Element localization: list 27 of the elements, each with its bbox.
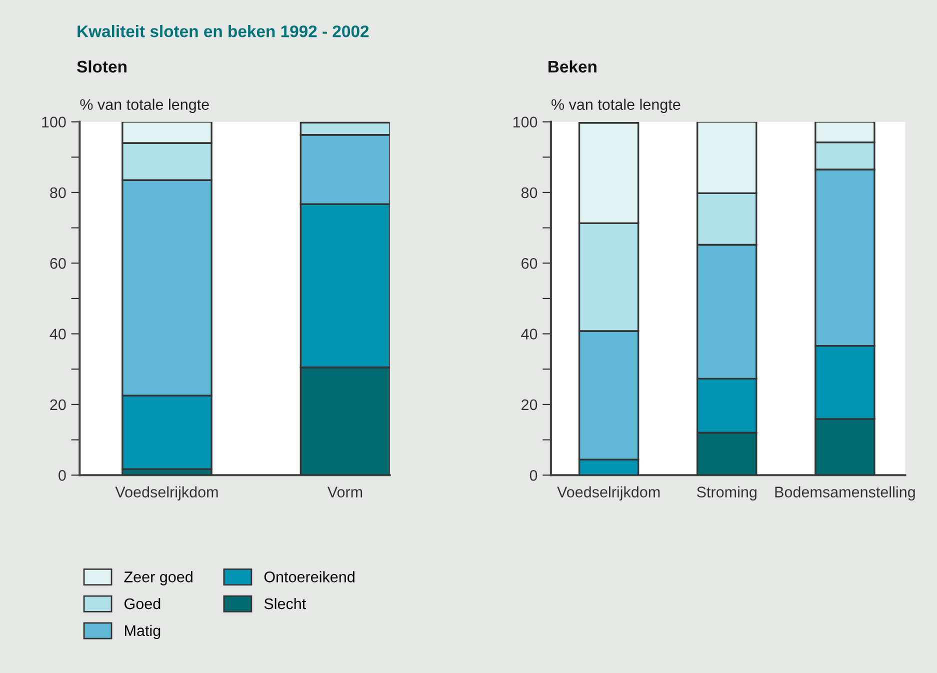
legend-label: Ontoereikend [264, 571, 354, 582]
y-tick-label: 100 [513, 116, 538, 128]
x-tick-label: Voedselrijkdom [115, 486, 218, 500]
y-tick-label: 100 [42, 116, 66, 128]
y-tick-label: 20 [522, 399, 538, 410]
y-tick-label: 0 [530, 470, 538, 481]
legend-label: Slecht [264, 598, 306, 610]
x-tick-label: Stroming [697, 486, 756, 500]
chart-subtitle: Beken [548, 60, 596, 73]
y-tick-label: 80 [521, 187, 538, 198]
y-tick-label: 80 [50, 187, 66, 198]
x-tick-label: Vorm [327, 486, 362, 498]
y-tick-label: 60 [50, 258, 66, 269]
legend-label: Matig [125, 624, 160, 640]
y-tick-label: 60 [522, 258, 538, 269]
y-axis-title: % van totale lengte [80, 98, 209, 113]
y-tick-label: 20 [50, 399, 66, 410]
y-tick-label: 40 [50, 328, 66, 340]
y-tick-label: 0 [58, 470, 66, 481]
y-axis-title: % van totale lengte [552, 98, 680, 113]
legend-label: Goed [124, 598, 160, 610]
y-tick-label: 40 [521, 328, 538, 340]
chart-subtitle: Sloten [77, 60, 126, 73]
x-tick-label: Bodemsamenstelling [775, 486, 915, 500]
chart-title: Kwaliteit sloten en beken 1992 - 2002 [78, 25, 369, 38]
x-tick-label: Voedselrijkdom [557, 486, 660, 500]
legend-label: Zeer goed [124, 571, 192, 586]
